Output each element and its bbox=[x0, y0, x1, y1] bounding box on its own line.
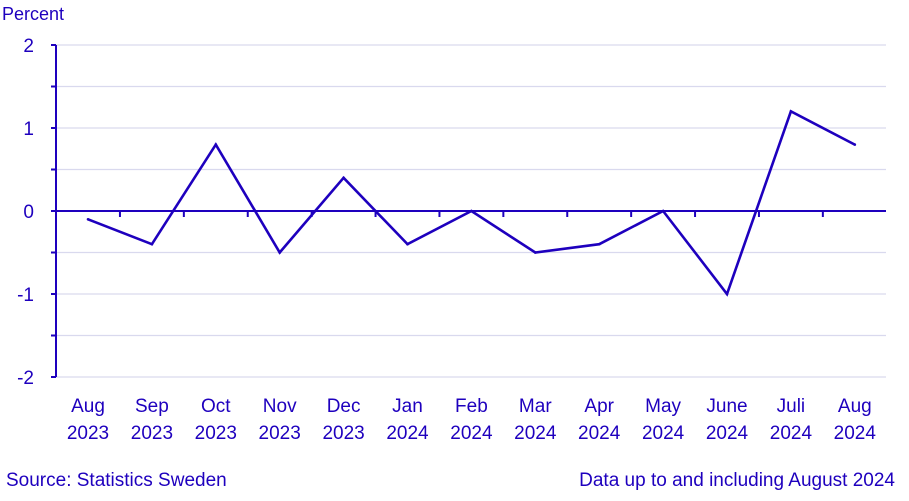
series-line bbox=[87, 109, 856, 297]
data-point bbox=[470, 209, 473, 213]
data-point bbox=[725, 292, 729, 296]
x-tick-label-month: Oct bbox=[201, 396, 231, 417]
x-tick-label-month: Nov bbox=[263, 396, 297, 417]
y-tick-label: 2 bbox=[23, 36, 34, 57]
data-point bbox=[661, 209, 665, 213]
x-tick-label-year: 2023 bbox=[322, 423, 364, 444]
data-point bbox=[278, 251, 282, 254]
data-point bbox=[214, 143, 218, 146]
x-tick-label-month: Aug bbox=[838, 396, 872, 417]
data-point bbox=[597, 242, 601, 246]
data-point bbox=[86, 218, 90, 221]
x-tick-label-year: 2024 bbox=[706, 423, 749, 444]
data-period-note: Data up to and including August 2024 bbox=[579, 470, 895, 491]
y-tick-label: -2 bbox=[17, 368, 34, 389]
x-tick-label-year: 2023 bbox=[195, 423, 237, 444]
x-tick-label-month: June bbox=[706, 396, 747, 417]
data-point bbox=[406, 242, 409, 246]
x-tick-label-year: 2024 bbox=[386, 423, 429, 444]
y-tick-label: 1 bbox=[23, 119, 34, 140]
x-tick-label-month: Dec bbox=[327, 396, 361, 417]
x-tick-label-year: 2023 bbox=[67, 423, 109, 444]
x-tick-label-year: 2024 bbox=[834, 423, 877, 444]
data-point bbox=[534, 251, 537, 254]
x-tick-label-year: 2023 bbox=[131, 423, 173, 444]
x-tick-label-month: Apr bbox=[584, 396, 614, 417]
x-tick-label-year: 2024 bbox=[642, 423, 685, 444]
data-point bbox=[342, 176, 345, 180]
y-tick-label: -1 bbox=[17, 285, 34, 306]
x-tick-label-month: Sep bbox=[135, 396, 169, 417]
x-tick-label-month: Feb bbox=[455, 396, 488, 417]
x-tick-label-year: 2024 bbox=[770, 423, 813, 444]
x-tick-label-year: 2024 bbox=[578, 423, 621, 444]
y-tick-label: 0 bbox=[23, 202, 34, 223]
data-point bbox=[150, 242, 154, 246]
x-tick-label-month: May bbox=[645, 396, 681, 417]
x-tick-label-month: Mar bbox=[519, 396, 552, 417]
source-note: Source: Statistics Sweden bbox=[6, 470, 227, 491]
x-tick-label-year: 2024 bbox=[450, 423, 493, 444]
x-tick-label-month: Aug bbox=[71, 396, 105, 417]
data-point bbox=[789, 110, 793, 113]
data-point bbox=[853, 143, 857, 146]
x-tick-label-month: Juli bbox=[777, 396, 806, 417]
y-axis-title: Percent bbox=[2, 4, 65, 24]
x-tick-label-month: Jan bbox=[392, 396, 423, 417]
x-tick-label-year: 2024 bbox=[514, 423, 557, 444]
x-tick-label-year: 2023 bbox=[259, 423, 301, 444]
